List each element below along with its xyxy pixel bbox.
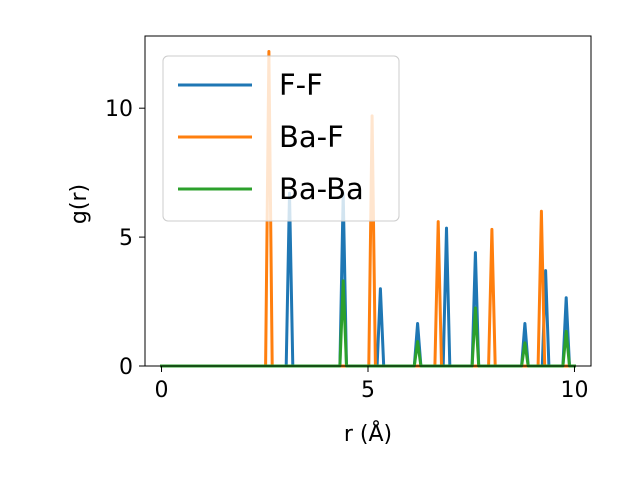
legend-entry-f-f: F-F <box>279 68 323 102</box>
y-tick-label: 10 <box>105 97 133 122</box>
series-line-ba-ba <box>160 279 576 368</box>
legend-entry-ba-ba: Ba-Ba <box>279 172 364 206</box>
series-layer <box>160 50 576 368</box>
axes-layer: 0 5 10 0 5 10 <box>105 35 592 403</box>
legend-box <box>162 55 400 222</box>
x-tick-label: 0 <box>155 378 169 403</box>
x-axis-label: r (Å) <box>344 420 392 447</box>
series-line-ba-f <box>160 50 576 368</box>
legend: F-F Ba-F Ba-Ba <box>162 55 400 222</box>
y-axis-label: g(r) <box>67 184 92 224</box>
legend-entry-ba-f: Ba-F <box>279 120 344 154</box>
y-tick-label: 5 <box>119 226 133 251</box>
y-tick-label: 0 <box>119 355 133 380</box>
x-tick-label: 5 <box>361 378 375 403</box>
series-line-f-f <box>160 191 576 368</box>
x-tick-label: 10 <box>560 378 588 403</box>
